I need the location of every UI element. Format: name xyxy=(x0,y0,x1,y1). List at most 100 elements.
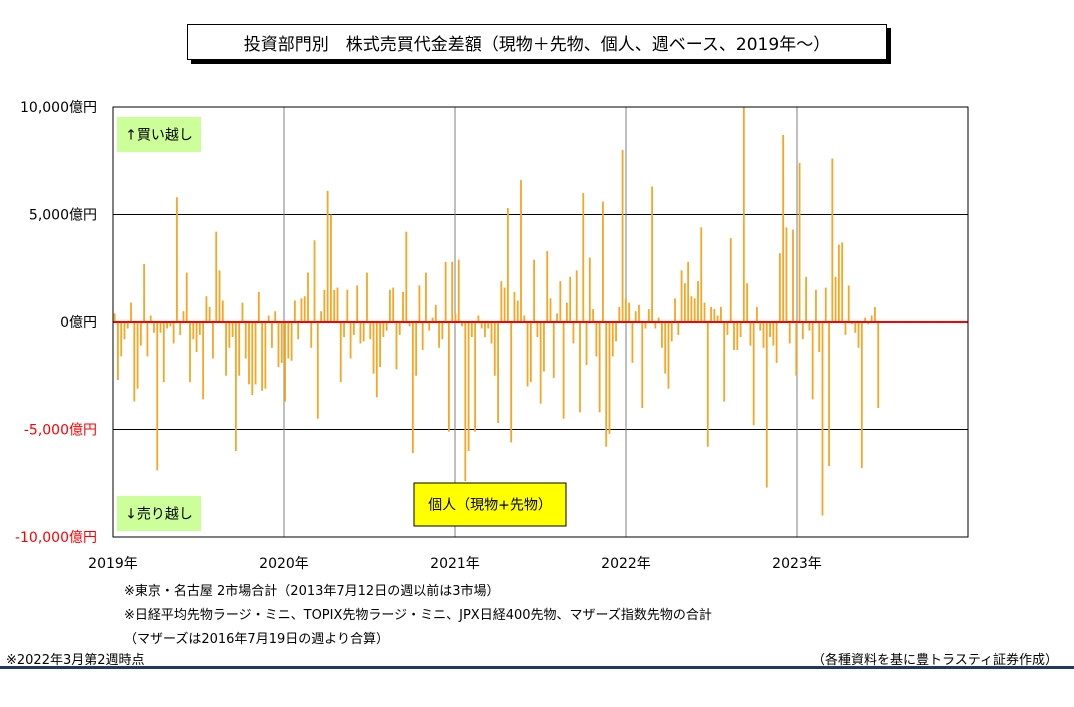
weekly-bar xyxy=(844,322,847,335)
weekly-bar xyxy=(339,322,342,383)
weekly-bar xyxy=(720,306,722,322)
weekly-bar xyxy=(257,291,260,322)
weekly-bar xyxy=(641,322,644,408)
weekly-bar xyxy=(428,322,431,331)
weekly-bar xyxy=(117,322,119,381)
weekly-bar xyxy=(611,322,614,357)
weekly-bar xyxy=(736,322,739,350)
weekly-bar xyxy=(421,322,424,350)
weekly-bar xyxy=(841,242,844,322)
weekly-bar xyxy=(451,261,454,322)
weekly-bar xyxy=(851,322,853,325)
weekly-bar xyxy=(143,263,146,322)
chart-title: 投資部門別 株式売買代金差額（現物＋先物、個人、週ベース、2019年～） xyxy=(187,24,887,60)
weekly-bar xyxy=(448,322,450,432)
weekly-bar xyxy=(543,322,545,372)
weekly-bar xyxy=(343,322,345,338)
weekly-bar xyxy=(113,313,116,322)
weekly-bar xyxy=(713,309,716,322)
source-note: （各種資料を基に豊トラスティ証券作成） xyxy=(812,653,1058,668)
weekly-bar xyxy=(313,240,316,322)
weekly-bar xyxy=(683,283,686,322)
weekly-bar xyxy=(205,296,208,322)
weekly-bar xyxy=(385,322,388,331)
weekly-bar xyxy=(824,287,827,322)
weekly-bar xyxy=(303,296,306,322)
weekly-bar xyxy=(248,322,250,385)
weekly-bar xyxy=(575,270,578,322)
weekly-bar xyxy=(831,158,834,322)
weekly-bar xyxy=(215,231,218,322)
weekly-bar xyxy=(225,322,227,376)
weekly-bar xyxy=(628,302,631,322)
weekly-bar xyxy=(618,306,621,322)
weekly-bar xyxy=(261,322,264,391)
weekly-bar xyxy=(782,134,785,322)
weekly-bar xyxy=(818,322,821,353)
weekly-bar xyxy=(234,322,237,451)
weekly-bar xyxy=(316,322,319,419)
weekly-bar xyxy=(425,272,427,322)
weekly-bar xyxy=(290,322,293,361)
x-tick-label: 2020年 xyxy=(259,556,309,572)
weekly-bar xyxy=(828,322,830,467)
weekly-bar xyxy=(169,322,172,327)
weekly-bar xyxy=(379,322,381,368)
weekly-bar xyxy=(667,322,670,389)
weekly-bar xyxy=(634,311,637,322)
weekly-bar xyxy=(461,322,463,327)
weekly-bar xyxy=(434,304,437,322)
weekly-bar xyxy=(602,201,604,322)
weekly-bar xyxy=(366,272,368,322)
weekly-bar xyxy=(477,315,480,322)
y-tick-label: -10,000億円 xyxy=(15,530,97,546)
weekly-bar xyxy=(533,259,536,322)
weekly-bar xyxy=(251,322,254,396)
weekly-bar xyxy=(185,272,188,322)
weekly-bar xyxy=(395,322,398,370)
weekly-bar xyxy=(300,298,303,322)
weekly-bar xyxy=(166,322,168,329)
weekly-bar xyxy=(690,296,693,322)
weekly-bar xyxy=(126,322,129,329)
weekly-bar xyxy=(870,315,873,322)
weekly-bar xyxy=(336,287,339,322)
weekly-bar xyxy=(661,322,663,348)
weekly-bar xyxy=(638,304,640,322)
weekly-bar xyxy=(615,322,617,342)
weekly-bar xyxy=(159,322,162,333)
weekly-bar xyxy=(867,322,870,325)
weekly-bar xyxy=(490,322,493,344)
weekly-bar xyxy=(402,291,404,322)
weekly-bar xyxy=(798,162,801,322)
weekly-bar xyxy=(323,289,326,322)
weekly-bar xyxy=(162,322,165,383)
weekly-bar xyxy=(595,322,598,357)
weekly-bar xyxy=(284,322,286,402)
weekly-bar xyxy=(221,300,224,322)
weekly-bar xyxy=(769,322,771,338)
weekly-bar xyxy=(877,322,880,408)
weekly-bar xyxy=(264,322,267,389)
weekly-bar xyxy=(470,322,473,338)
series-legend-box xyxy=(413,482,567,527)
weekly-bar xyxy=(739,322,742,338)
weekly-bar xyxy=(198,322,201,335)
buy-annotation: ↑買い越し xyxy=(117,117,201,152)
weekly-bar xyxy=(765,322,768,488)
weekly-bar xyxy=(333,289,336,322)
weekly-bar xyxy=(362,322,365,342)
weekly-bar xyxy=(467,322,470,451)
buy-annotation-box xyxy=(117,117,201,152)
weekly-bar xyxy=(703,302,706,322)
weekly-bar xyxy=(326,190,329,322)
as-of-note: ※2022年3月第2週時点 xyxy=(6,653,145,668)
series-legend: 個人（現物+先物） xyxy=(413,482,567,527)
weekly-bar xyxy=(821,322,824,516)
weekly-bar xyxy=(352,322,355,335)
y-tick-label: -5,000億円 xyxy=(24,423,97,439)
weekly-bar xyxy=(588,257,591,322)
weekly-bar xyxy=(189,322,191,383)
weekly-bar xyxy=(500,281,503,322)
